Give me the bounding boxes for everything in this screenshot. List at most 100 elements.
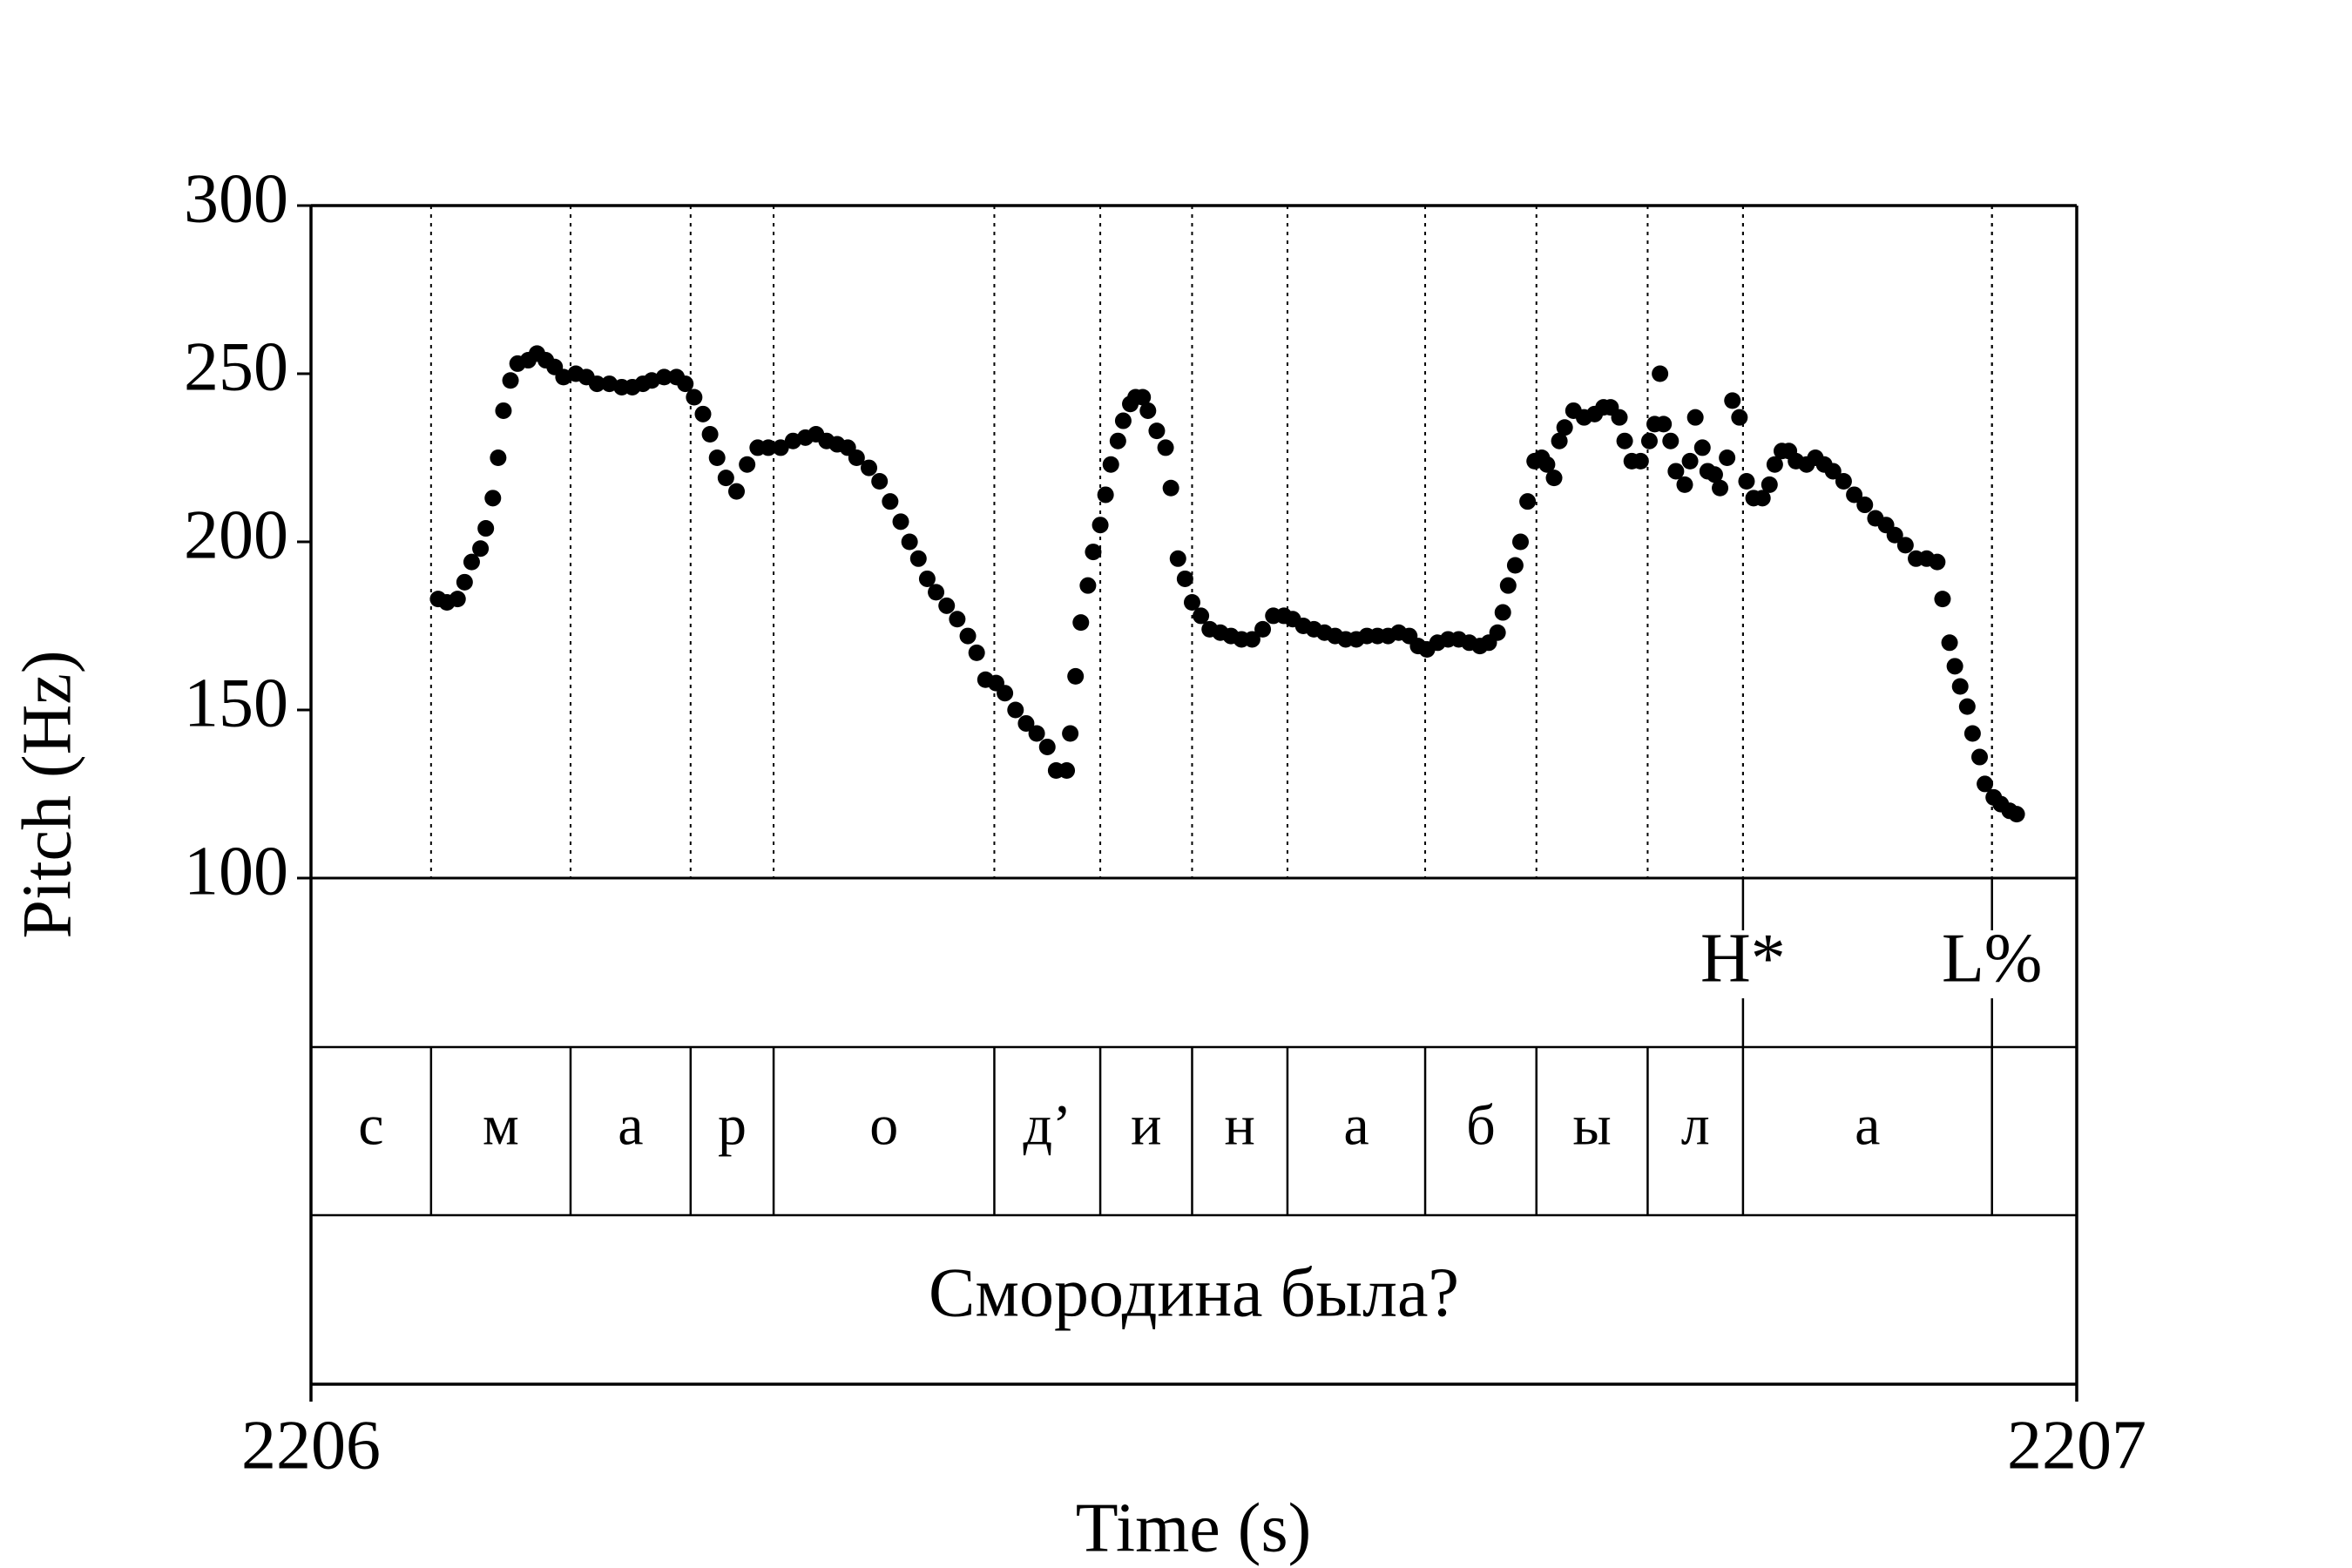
pitch-point (1038, 738, 1056, 755)
pitch-point (1067, 667, 1085, 685)
pitch-point (1941, 634, 1958, 652)
pitch-point (1134, 389, 1152, 406)
y-tick-label: 250 (184, 328, 288, 405)
pitch-point (901, 533, 918, 551)
pitch-point (2008, 806, 2025, 823)
pitch-point (456, 573, 473, 591)
pitch-point (1007, 701, 1024, 719)
y-tick-label: 150 (184, 665, 288, 741)
pitch-point (1686, 409, 1704, 426)
pitch-point (1028, 725, 1045, 742)
x-tick-label: 2207 (2007, 1407, 2146, 1484)
segment-label: м (483, 1094, 519, 1158)
pitch-point (495, 402, 512, 419)
pitch-point (1835, 473, 1852, 490)
pitch-point (1545, 470, 1563, 487)
pitch-point (1706, 466, 1723, 483)
y-tick-label: 200 (184, 497, 288, 573)
pitch-point (1856, 497, 1874, 514)
pitch-point (1667, 463, 1685, 480)
segment-label: д’ (1023, 1094, 1071, 1158)
pitch-point (1971, 748, 1989, 766)
pitch-point (1611, 409, 1628, 426)
pitch-point (1824, 463, 1842, 480)
pitch-point (694, 405, 712, 422)
pitch-point (701, 425, 719, 443)
pitch-point (1169, 550, 1186, 567)
pitch-point (1072, 614, 1090, 632)
pitch-point (959, 627, 977, 645)
pitch-point (1632, 452, 1649, 470)
pitch-point (1662, 432, 1680, 449)
pitch-point (861, 459, 878, 476)
word-label: Смородина была? (929, 1254, 1459, 1331)
pitch-point (1754, 490, 1771, 507)
pitch-point (1511, 533, 1529, 551)
pitch-point (686, 389, 703, 406)
pitch-point (708, 449, 726, 466)
pitch-point (728, 483, 746, 500)
pitch-point (588, 375, 605, 393)
pitch-point (477, 520, 495, 537)
pitch-point (1494, 604, 1511, 621)
pitch-point (871, 473, 889, 490)
pitch-point (1254, 620, 1272, 638)
pitch-point (449, 591, 466, 608)
pitch-point (1079, 577, 1097, 594)
y-tick-label: 100 (184, 833, 288, 909)
pitch-point (1243, 631, 1260, 648)
pitch-point (968, 644, 985, 661)
pitch-point (1929, 553, 1946, 571)
pitch-point (1157, 439, 1174, 456)
pitch-point (1499, 577, 1517, 594)
tone-label: H* (1700, 920, 1786, 997)
pitch-point (918, 570, 936, 587)
pitch-point (1556, 419, 1573, 436)
pitch-point (1724, 392, 1741, 409)
pitch-point (1109, 432, 1126, 449)
pitch-point (1097, 486, 1114, 504)
pitch-point (1183, 593, 1200, 611)
pitch-point (1062, 725, 1079, 742)
pitch-point (1058, 761, 1076, 779)
pitch-point (892, 513, 909, 531)
pitch-point (1681, 452, 1699, 470)
pitch-point (1092, 517, 1109, 534)
pitch-point (1731, 409, 1748, 426)
pitch-point (760, 439, 777, 456)
pitch-point (882, 493, 899, 510)
pitch-point (1719, 449, 1736, 466)
segment-label: а (1343, 1094, 1369, 1158)
segment-label: о (869, 1094, 898, 1158)
segment-label: и (1131, 1094, 1161, 1158)
pitch-point (1712, 479, 1729, 497)
pitch-point (1846, 486, 1863, 504)
pitch-point (677, 375, 694, 393)
pitch-point (772, 439, 789, 456)
pitch-point (1963, 725, 1981, 742)
segment-label: а (1855, 1094, 1880, 1158)
pitch-point (1193, 607, 1210, 625)
pitch-point (909, 550, 927, 567)
segment-label: а (618, 1094, 643, 1158)
pitch-point (848, 449, 865, 466)
pitch-point (1102, 456, 1119, 473)
pitch-point (1886, 526, 1903, 544)
pitch-point (484, 490, 502, 507)
pitch-point (463, 553, 480, 571)
pitch-point (1766, 456, 1783, 473)
pitch-point (949, 611, 966, 628)
pitch-point (1017, 714, 1035, 732)
x-axis-title: Time (s) (1076, 1490, 1311, 1566)
pitch-point (717, 470, 734, 487)
pitch-point (1693, 439, 1711, 456)
pitch-point (1538, 456, 1556, 473)
pitch-point (1519, 493, 1537, 510)
pitch-point (997, 685, 1014, 702)
pitch-point (1616, 432, 1633, 449)
pitch-point (1951, 678, 1969, 695)
pitch-point (1958, 698, 1976, 715)
x-tick-label: 2206 (241, 1407, 381, 1484)
